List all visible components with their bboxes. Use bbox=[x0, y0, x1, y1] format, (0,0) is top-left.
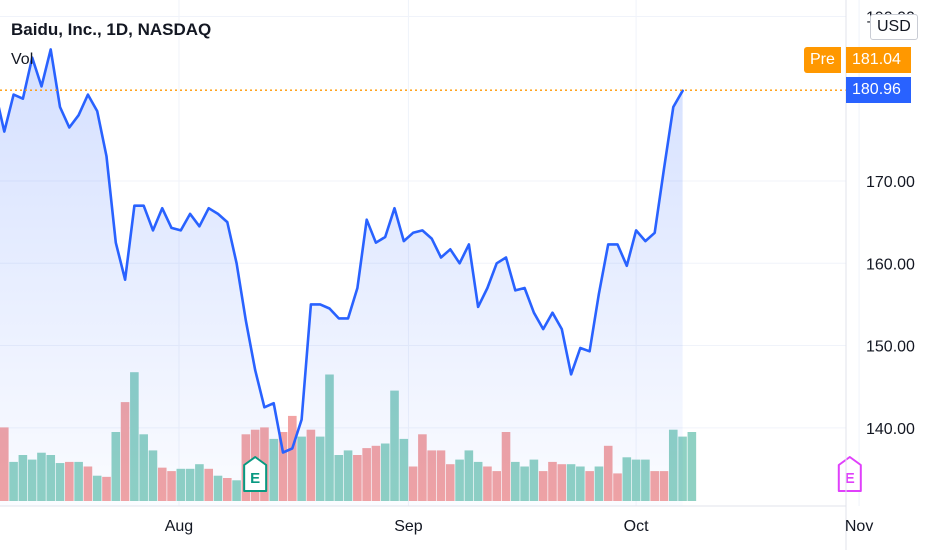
premarket-price-label: 181.04 bbox=[846, 47, 911, 73]
price-line bbox=[0, 48, 684, 454]
price-axis-label: 160.00 bbox=[866, 256, 915, 273]
earnings-marker-label: E bbox=[250, 470, 260, 487]
time-axis-label: Nov bbox=[845, 518, 873, 535]
time-axis-label: Oct bbox=[624, 518, 649, 535]
time-axis-label: Sep bbox=[394, 518, 423, 535]
earnings-marker[interactable]: E bbox=[243, 456, 268, 492]
price-axis-label: 140.00 bbox=[866, 421, 915, 438]
volume-bar bbox=[687, 432, 697, 501]
symbol-legend[interactable]: Baidu, Inc., 1D, NASDAQ bbox=[11, 20, 212, 39]
premarket-tag: Pre bbox=[804, 47, 841, 73]
price-axis-label: 150.00 bbox=[866, 339, 915, 356]
earnings-marker-label: E bbox=[845, 470, 855, 487]
earnings-marker[interactable]: E bbox=[837, 456, 862, 492]
time-axis[interactable]: Aug Sep Oct Nov bbox=[165, 518, 874, 535]
price-axis-label: 170.00 bbox=[866, 174, 915, 191]
last-price-label: 180.96 bbox=[846, 77, 911, 103]
price-area-fill bbox=[0, 49, 683, 506]
currency-button[interactable]: USD bbox=[870, 14, 918, 40]
time-axis-label: Aug bbox=[165, 518, 193, 535]
volume-legend[interactable]: Vol bbox=[11, 51, 34, 68]
